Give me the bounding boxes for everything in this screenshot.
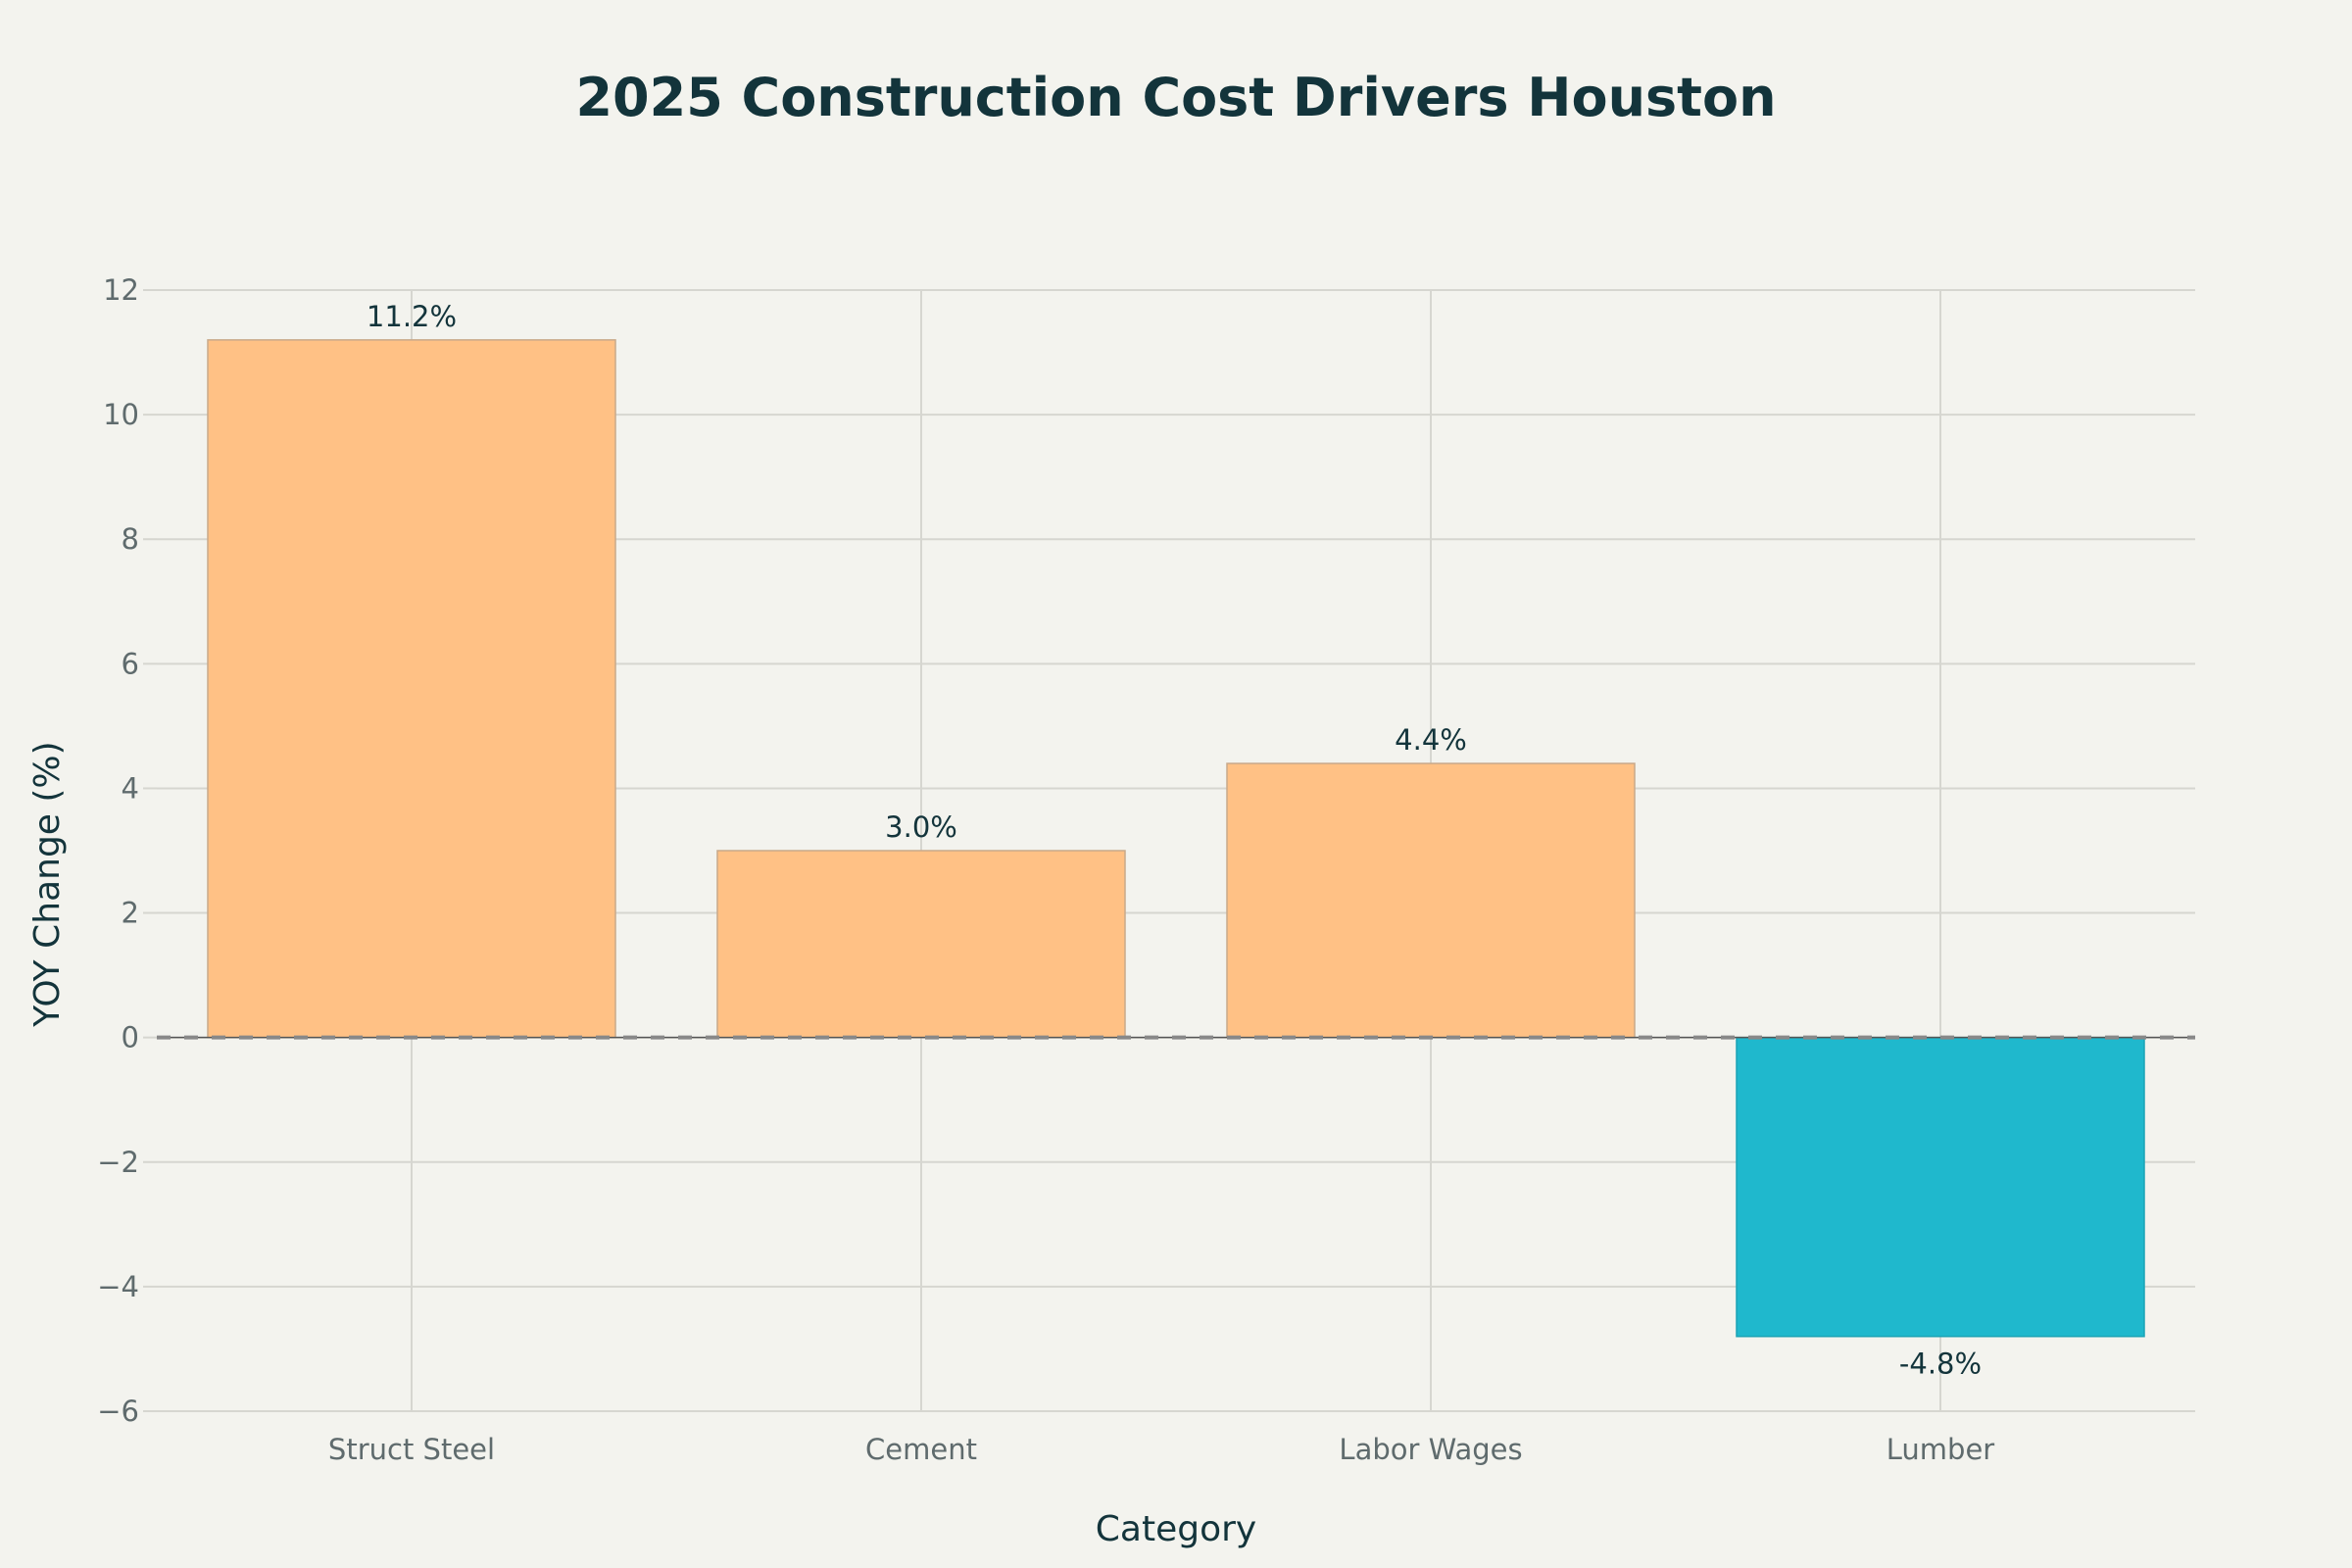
x-tick-label: Labor Wages — [1339, 1433, 1522, 1466]
bar-value-label: -4.8% — [1899, 1348, 1982, 1381]
y-tick-label: 6 — [122, 647, 139, 680]
bar-value-label: 3.0% — [885, 810, 957, 844]
bar — [207, 339, 616, 1039]
x-tick-label: Lumber — [1886, 1433, 1995, 1466]
y-tick-label: 10 — [103, 398, 139, 431]
y-tick-label: −2 — [97, 1146, 139, 1179]
y-axis-title: YOY Change (%) — [27, 741, 68, 1027]
bar — [1736, 1036, 2145, 1338]
y-tick-label: −6 — [97, 1395, 139, 1428]
x-axis-title: Category — [1096, 1509, 1256, 1549]
bar — [716, 850, 1126, 1039]
tick-layer: −6 −4 −2 0 2 4 6 8 10 12 Struct Steel Cement Labor W… — [97, 273, 1994, 1466]
y-tick-label: 2 — [122, 897, 139, 930]
bar-value-label: 4.4% — [1395, 723, 1467, 757]
bar-layer — [207, 339, 2145, 1338]
chart-title: 2025 Construction Cost Drivers Houston — [575, 67, 1776, 128]
x-tick-label: Struct Steel — [328, 1433, 495, 1466]
label-layer: 11.2% 3.0% 4.4% -4.8% — [367, 300, 1982, 1381]
y-tick-label: 4 — [122, 771, 139, 805]
y-tick-label: −4 — [97, 1270, 139, 1303]
y-tick-label: 8 — [122, 522, 139, 556]
y-tick-label: 12 — [103, 273, 139, 307]
bar-value-label: 11.2% — [367, 300, 457, 333]
y-tick-label: 0 — [122, 1021, 139, 1054]
x-tick-label: Cement — [865, 1433, 977, 1466]
bar — [1226, 762, 1636, 1039]
